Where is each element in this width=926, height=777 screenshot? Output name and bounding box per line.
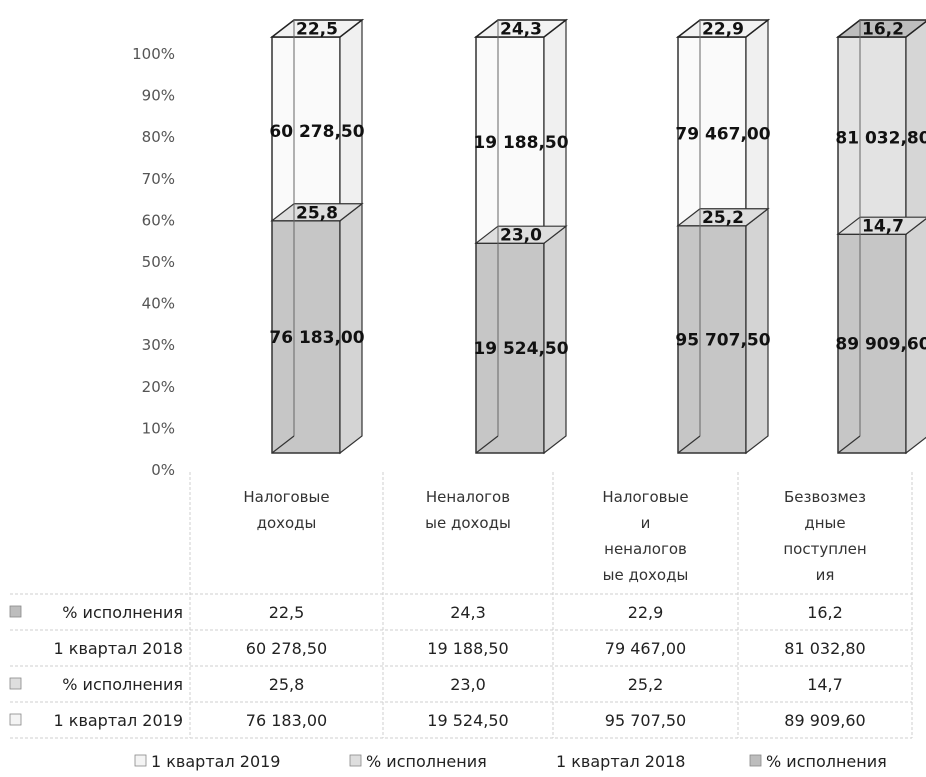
category-label: доходы <box>257 514 317 532</box>
bar-segment-2018 <box>837 36 907 235</box>
bar-segment-2019 <box>837 233 907 454</box>
bar-group: 89 909,60 14,7 81 032,80 16,2 <box>835 19 926 455</box>
y-tick-label: 90% <box>142 87 175 105</box>
legend-entry: % исполнения <box>766 752 887 771</box>
data-label-2018: 81 032,80 <box>835 129 926 149</box>
data-label-2018: 19 188,50 <box>473 133 568 153</box>
table-row-label: 1 квартал 2019 <box>54 711 183 730</box>
table-row-swatch <box>9 677 22 690</box>
y-tick-label: 10% <box>142 419 175 437</box>
table-cell: 19 188,50 <box>427 639 508 658</box>
table-row-swatch <box>9 713 22 726</box>
bar-side-2018 <box>905 20 926 236</box>
category-label: поступлен <box>783 540 866 558</box>
data-label-pct-2018: 22,5 <box>296 20 338 40</box>
bar-base-edge <box>837 435 861 454</box>
y-tick-label: 0% <box>151 461 175 479</box>
category-label: ия <box>816 566 835 584</box>
bar-group: 19 524,50 23,0 19 188,50 24,3 <box>473 18 569 455</box>
category-label: и <box>641 514 651 532</box>
table-row-label: % исполнения <box>62 603 183 622</box>
bar-segment-2019 <box>271 220 341 454</box>
category-label: Налоговые <box>243 488 329 506</box>
table-cell: 14,7 <box>807 675 843 694</box>
y-tick-label: 60% <box>142 211 175 229</box>
bar-segment-2018 <box>677 36 747 227</box>
data-label-pct-2018: 24,3 <box>500 20 542 40</box>
table-cell: 89 909,60 <box>784 711 865 730</box>
category-label: дные <box>804 514 845 532</box>
y-tick-label: 70% <box>142 170 175 188</box>
data-label-2019: 95 707,50 <box>675 330 770 350</box>
table-row-label: % исполнения <box>62 675 183 694</box>
category-label: Налоговые <box>602 488 688 506</box>
bar-side-2018 <box>745 18 769 227</box>
legend-entry: 1 квартал 2019 <box>151 752 280 771</box>
data-label-pct-2019: 23,0 <box>500 226 542 246</box>
bar-side-2018 <box>339 18 363 222</box>
legend-swatch <box>749 754 762 767</box>
category-label: ые доходы <box>603 566 689 584</box>
data-label-2018: 79 467,00 <box>675 124 770 144</box>
table-row-label: 1 квартал 2018 <box>54 639 183 658</box>
table-cell: 79 467,00 <box>605 639 686 658</box>
y-tick-label: 50% <box>142 253 175 271</box>
table-cell: 81 032,80 <box>784 639 865 658</box>
legend-swatch <box>349 754 362 767</box>
table-cell: 22,5 <box>269 603 305 622</box>
legend-entry: % исполнения <box>366 752 487 771</box>
data-label-2019: 76 183,00 <box>269 328 364 348</box>
bar-base-edge <box>271 435 295 454</box>
legend-swatch <box>134 754 147 767</box>
table-cell: 24,3 <box>450 603 486 622</box>
table-cell: 25,8 <box>269 675 305 694</box>
data-label-pct-2018: 22,9 <box>702 20 744 40</box>
table-cell: 22,9 <box>628 603 664 622</box>
y-tick-label: 30% <box>142 336 175 354</box>
table-cell: 19 524,50 <box>427 711 508 730</box>
bar-base-edge <box>677 435 701 454</box>
bar-side-2018 <box>543 18 567 245</box>
category-label: Неналогов <box>426 488 510 506</box>
table-cell: 95 707,50 <box>605 711 686 730</box>
bar-base-edge <box>475 435 499 454</box>
table-cell: 23,0 <box>450 675 486 694</box>
bar-segment-2019 <box>475 242 545 454</box>
category-label: Безвозмез <box>784 488 866 506</box>
data-label-pct-2019: 25,8 <box>296 203 338 223</box>
y-tick-label: 100% <box>132 45 175 63</box>
y-tick-label: 20% <box>142 378 175 396</box>
data-label-pct-2018: 16,2 <box>862 20 904 40</box>
y-tick-label: 80% <box>142 128 175 146</box>
table-cell: 76 183,00 <box>246 711 327 730</box>
table-cell: 25,2 <box>628 675 664 694</box>
data-label-pct-2019: 25,2 <box>702 208 744 228</box>
data-label-pct-2019: 14,7 <box>862 217 904 237</box>
table-row-swatch <box>9 605 22 618</box>
table-cell: 16,2 <box>807 603 843 622</box>
data-label-2018: 60 278,50 <box>269 122 364 142</box>
table-cell: 60 278,50 <box>246 639 327 658</box>
bar-segment-2018 <box>475 36 545 244</box>
y-tick-label: 40% <box>142 295 175 313</box>
legend-entry: 1 квартал 2018 <box>556 752 685 771</box>
data-label-2019: 89 909,60 <box>835 335 926 355</box>
bar-group: 76 183,00 25,8 60 278,50 22,5 <box>269 18 365 455</box>
category-label: неналогов <box>604 540 687 558</box>
bar-group: 95 707,50 25,2 79 467,00 22,9 <box>675 18 771 455</box>
category-label: ые доходы <box>425 514 511 532</box>
data-label-2019: 19 524,50 <box>473 339 568 359</box>
